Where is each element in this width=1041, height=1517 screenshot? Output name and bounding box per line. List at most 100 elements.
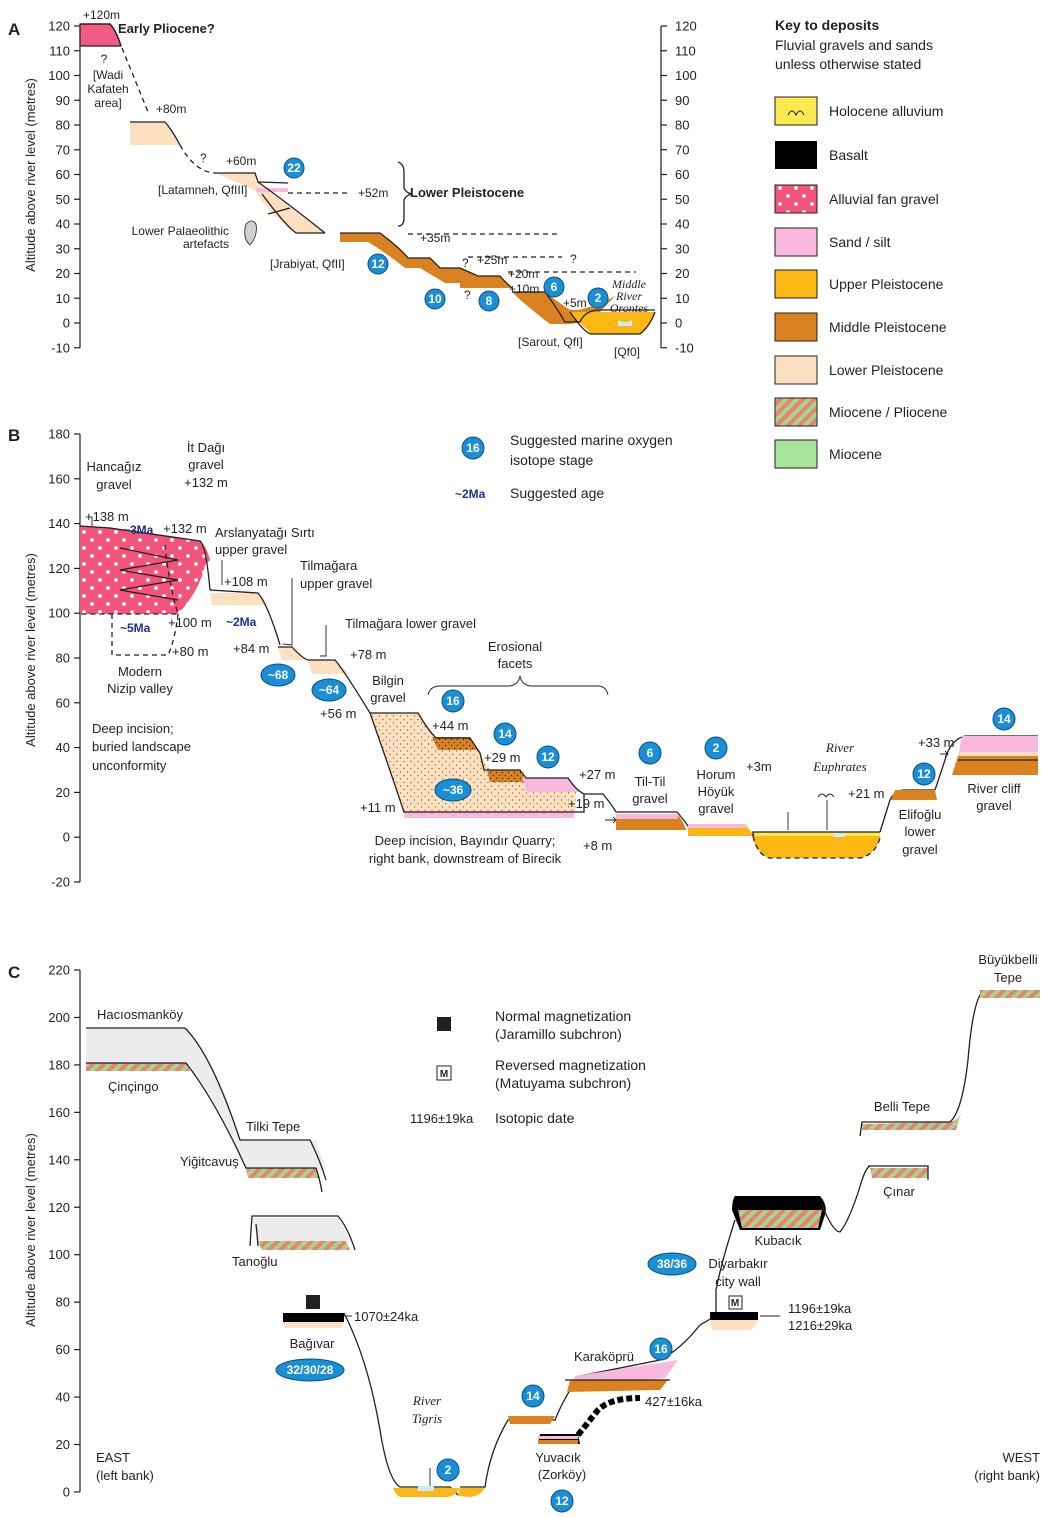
euphrates-top-alluvium (755, 832, 880, 836)
haciosmankoy-slope (86, 1028, 326, 1170)
terrace-14-deposit (508, 1416, 555, 1424)
mis-badge-a-22: 22 (283, 157, 305, 179)
svg-text:M: M (440, 1020, 448, 1031)
dashed-link-2 (179, 144, 216, 174)
label-diyarbakir-2: city wall (715, 1274, 761, 1289)
label-b-108m: +108 m (224, 574, 268, 589)
panel-b-letter: B (8, 426, 20, 445)
isotopic-example: 1196±19ka (410, 1111, 474, 1126)
panel-a-tick-label: 70 (56, 142, 70, 157)
orontes-water (618, 320, 632, 326)
mis-badge-a-10: 10 (424, 288, 446, 310)
label-nizip: Nizip valley (107, 681, 173, 696)
panel-a-tick-label: 90 (56, 93, 70, 108)
panel-c-tick-label: 200 (48, 1010, 70, 1025)
key-upper: Upper Pleistocene (829, 276, 944, 292)
label-arsl-2: upper gravel (215, 542, 287, 557)
tilmagara-lower-deposit (308, 660, 350, 674)
panel-a-right-tick-label: 90 (675, 93, 689, 108)
label-b-33m: +33 m (918, 735, 955, 750)
label-buyukbelli-2: Tepe (994, 970, 1022, 985)
svg-text:6: 6 (647, 746, 654, 760)
panel-a-tick-label: 30 (56, 241, 70, 256)
mis-badge-b-2: 2 (704, 736, 728, 760)
key-lower-swatch (774, 355, 818, 385)
svg-text:M: M (440, 1069, 448, 1080)
label-qf0: [Qf0] (614, 345, 640, 359)
svg-text:M: M (731, 1298, 739, 1309)
panel-c-tick-label: 100 (48, 1247, 70, 1262)
label-latamneh: [Latamneh, QfIII] (158, 183, 247, 197)
svg-text:~36: ~36 (443, 783, 464, 797)
mis-badge-b-12: 12 (536, 745, 560, 769)
label-elif-1: Elifoğlu (899, 807, 942, 822)
label-tilu-1: Tilmağara (300, 558, 358, 573)
mis-badge-b-14b: 14 (992, 707, 1016, 731)
fan-zigzag (119, 547, 179, 601)
panel-c-tick-label: 0 (63, 1484, 70, 1499)
label-age-3ma: ~3Ma (123, 523, 154, 537)
mis-badge-b-6: 6 (638, 741, 662, 765)
isotopic-key-text: Isotopic date (495, 1110, 575, 1126)
label-b-78m: +78 m (350, 647, 387, 662)
dashed-link-1 (121, 47, 149, 113)
panel-a-tick-label: 110 (49, 43, 70, 58)
label-tilki-tepe: Tilki Tepe (246, 1119, 300, 1134)
profile-jrabiyat (340, 232, 513, 289)
euphrates-water (833, 833, 845, 837)
kubacik-mio-plio (738, 1210, 822, 1228)
mis-badge-b-12b: 12 (912, 762, 936, 786)
panel-b-tick-label: 0 (63, 830, 70, 845)
panel-b-ticks: 180 160 140 120 100 80 60 40 20 0 -20 (48, 427, 80, 890)
mis-badge-c-14: 14 (521, 1384, 545, 1408)
age-key-text: Suggested age (510, 485, 604, 501)
label-b-29m: +29 m (484, 750, 521, 765)
mis-badge-b-14: 14 (493, 722, 517, 746)
panel-a-tick-label: -10 (51, 340, 70, 355)
label-b-21m: +21 m (848, 786, 885, 801)
label-b-8m: +8 m (583, 838, 612, 853)
label-bayindir-2: right bank, downstream of Birecik (369, 851, 562, 866)
label-b-11m: +11 m (360, 800, 396, 815)
label-a-10m: +10m (509, 282, 539, 296)
holocene-symbol-icon (817, 793, 835, 798)
panel-a-tick-label: 120 (48, 19, 70, 34)
euphrates-holocene (753, 832, 880, 858)
label-wadi-3: area] (94, 96, 121, 110)
svg-text:32/30/28: 32/30/28 (287, 1363, 334, 1377)
panel-c-tick-label: 120 (48, 1200, 70, 1215)
mis-badge-b-16: 16 (441, 689, 465, 713)
panel-b-tick-label: 180 (48, 427, 70, 442)
svg-text:2: 2 (713, 741, 720, 755)
label-tilmagara-lower: Tilmağara lower gravel (345, 616, 476, 631)
label-hancagiz-1: Hancağız (87, 459, 142, 474)
arrow-8m (605, 816, 617, 824)
normal-key-text-2: (Jaramillo subchron) (495, 1026, 622, 1042)
label-horum-3: gravel (698, 801, 734, 816)
label-river-b: River (825, 740, 855, 755)
bagivar-lower-pleistocene (283, 1322, 344, 1328)
panel-c-tick-label: 60 (56, 1342, 70, 1357)
label-a-60m: +60m (226, 154, 256, 168)
label-1196ka: 1196±19ka (788, 1301, 852, 1316)
panel-a-right-tick-label: 70 (675, 142, 689, 157)
panel-a-right-tick-label: 10 (675, 291, 689, 306)
label-karakopru: Karaköprü (574, 1349, 634, 1364)
normal-key-text-1: Normal magnetization (495, 1008, 631, 1024)
elifoglu-deposit (891, 790, 937, 800)
key-fan-swatch (774, 184, 818, 214)
label-b-100m: +100 m (168, 615, 212, 630)
label-bayindir-1: Deep incision, Bayındır Quarry; (375, 833, 556, 848)
label-itdagi-3: +132 m (184, 475, 228, 490)
horum-sand (688, 824, 746, 828)
label-euphrates: Euphrates (812, 759, 866, 774)
panel-a-tick-label: 10 (56, 291, 70, 306)
panel-a-right-tick-label: 80 (675, 118, 689, 133)
label-erosional-1: Erosional (488, 639, 542, 654)
label-early-pliocene: Early Pliocene? (118, 21, 215, 36)
label-a-35m: +35m (420, 231, 450, 245)
label-b-27m: +27 m (579, 767, 616, 782)
cinar-deposit (870, 1168, 928, 1178)
label-cinar: Çınar (883, 1184, 915, 1199)
